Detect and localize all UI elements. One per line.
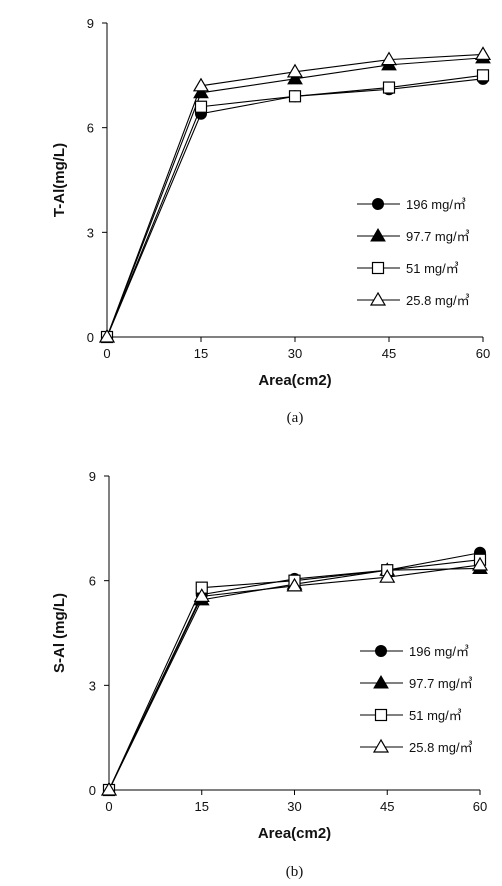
y-tick-label: 0 xyxy=(89,783,96,798)
x-tick-label: 15 xyxy=(195,799,209,814)
axis-ticks: 0 15 30 45 60 0 3 6 9 xyxy=(87,16,490,361)
legend-marker xyxy=(370,228,386,242)
x-tick-label: 30 xyxy=(288,346,302,361)
legend-entry: 97.7 mg/㎥ xyxy=(406,229,470,244)
data-point xyxy=(382,81,396,94)
chart-panel-a: 0 15 30 45 60 0 3 6 9 196 mg/㎥ 97.7 mg/㎥ 51 mg/㎥ 25… xyxy=(51,16,492,426)
x-tick-label: 60 xyxy=(473,799,487,814)
y-tick-label: 6 xyxy=(87,121,94,136)
legend-marker xyxy=(373,675,389,689)
legend-entry: 51 mg/㎥ xyxy=(406,261,459,276)
data-point xyxy=(192,77,210,92)
data-point xyxy=(288,90,302,103)
data-point xyxy=(194,100,208,113)
y-axis-label: S-Al (mg/L) xyxy=(51,593,68,673)
legend-marker xyxy=(369,291,387,306)
legend-entry: 51 mg/㎥ xyxy=(409,708,462,723)
panel-label: (b) xyxy=(286,864,304,880)
data-point xyxy=(193,588,210,602)
y-tick-label: 9 xyxy=(89,469,96,484)
legend-entry: 97.7 mg/㎥ xyxy=(409,676,473,691)
data-point xyxy=(380,51,398,66)
chart-panel-b: 0 15 30 45 60 0 3 6 9 196 mg/㎥ 97.7 mg/㎥ 51 mg/㎥ 25… xyxy=(51,469,489,880)
legend-entry: 25.8 mg/㎥ xyxy=(406,293,470,308)
x-tick-label: 15 xyxy=(194,346,208,361)
y-tick-label: 9 xyxy=(87,16,94,31)
series-group xyxy=(100,546,489,797)
data-point xyxy=(474,46,492,61)
legend-entry: 196 mg/㎥ xyxy=(406,197,466,212)
data-point xyxy=(379,568,396,583)
panel-label: (a) xyxy=(287,410,304,426)
legend-marker xyxy=(374,708,388,722)
legend-marker xyxy=(375,645,387,657)
legend-marker xyxy=(372,738,390,753)
data-point xyxy=(193,84,209,99)
x-tick-label: 60 xyxy=(476,346,490,361)
legend-marker xyxy=(372,198,384,210)
data-point xyxy=(100,781,118,796)
y-tick-label: 3 xyxy=(87,225,94,240)
legend-entry: 196 mg/㎥ xyxy=(409,644,469,659)
x-tick-label: 45 xyxy=(382,346,396,361)
y-tick-label: 3 xyxy=(89,678,96,693)
legend: 196 mg/㎥ 97.7 mg/㎥ 51 mg/㎥ 25.8 mg/㎥ xyxy=(357,197,470,308)
data-point xyxy=(471,556,489,571)
x-axis-label: Area(cm2) xyxy=(258,825,331,842)
data-point xyxy=(98,328,116,343)
x-tick-label: 45 xyxy=(380,799,394,814)
x-tick-label: 30 xyxy=(287,799,301,814)
data-point xyxy=(287,70,303,85)
y-tick-label: 6 xyxy=(89,574,96,589)
axis-ticks: 0 15 30 45 60 0 3 6 9 xyxy=(89,469,487,814)
y-tick-label: 0 xyxy=(87,330,94,345)
x-tick-label: 0 xyxy=(105,799,112,814)
y-axis-label: T-Al(mg/L) xyxy=(51,143,68,217)
data-point xyxy=(286,63,304,78)
series-group xyxy=(98,46,492,344)
x-tick-label: 0 xyxy=(103,346,110,361)
x-axis-label: Area(cm2) xyxy=(258,372,331,389)
legend-marker xyxy=(371,261,385,275)
data-point xyxy=(476,69,490,82)
data-point xyxy=(286,577,303,592)
legend-entry: 25.8 mg/㎥ xyxy=(409,740,473,755)
legend: 196 mg/㎥ 97.7 mg/㎥ 51 mg/㎥ 25.8 mg/㎥ xyxy=(360,644,473,755)
